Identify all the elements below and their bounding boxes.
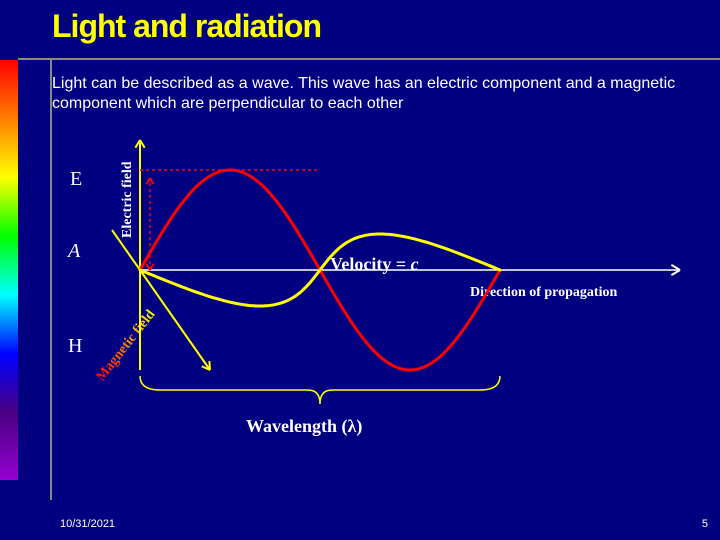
label-wavelength: Wavelength (λ) [246,416,362,437]
slide-title: Light and radiation [52,8,321,45]
label-e: E [70,168,82,191]
rainbow-strip [0,60,18,480]
description-text: Light can be described as a wave. This w… [52,74,692,114]
label-a: A [68,240,80,263]
label-h: H [68,335,82,358]
footer-date: 10/31/2021 [60,518,115,530]
vertical-rule [50,60,52,500]
horizontal-rule [18,58,720,60]
footer-page-number: 5 [702,518,708,530]
wave-diagram-svg [100,130,690,410]
wave-diagram [100,130,690,410]
